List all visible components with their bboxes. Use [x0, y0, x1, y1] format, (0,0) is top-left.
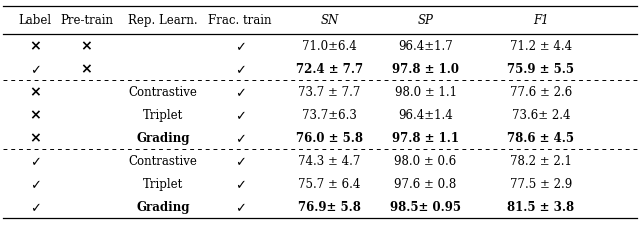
- Text: 78.6 ± 4.5: 78.6 ± 4.5: [508, 132, 574, 144]
- Text: Grading: Grading: [136, 200, 190, 213]
- Text: 76.9± 5.8: 76.9± 5.8: [298, 200, 361, 213]
- Text: 98.5± 0.95: 98.5± 0.95: [390, 200, 461, 213]
- Text: 73.7±6.3: 73.7±6.3: [302, 109, 357, 122]
- Text: $\boldsymbol{\times}$: $\boldsymbol{\times}$: [81, 62, 92, 76]
- Text: 78.2 ± 2.1: 78.2 ± 2.1: [510, 155, 572, 167]
- Text: $\checkmark$: $\checkmark$: [30, 177, 40, 190]
- Text: 71.2 ± 4.4: 71.2 ± 4.4: [509, 40, 572, 53]
- Text: SN: SN: [321, 14, 339, 27]
- Text: Label: Label: [19, 14, 52, 27]
- Text: $\checkmark$: $\checkmark$: [235, 132, 245, 144]
- Text: 71.0±6.4: 71.0±6.4: [302, 40, 357, 53]
- Text: Contrastive: Contrastive: [129, 86, 198, 99]
- Text: 73.7 ± 7.7: 73.7 ± 7.7: [298, 86, 361, 99]
- Text: 76.0 ± 5.8: 76.0 ± 5.8: [296, 132, 363, 144]
- Text: Frac. train: Frac. train: [208, 14, 272, 27]
- Text: 75.7 ± 6.4: 75.7 ± 6.4: [298, 177, 361, 190]
- Text: 97.6 ± 0.8: 97.6 ± 0.8: [394, 177, 457, 190]
- Text: Triplet: Triplet: [143, 109, 183, 122]
- Text: $\checkmark$: $\checkmark$: [30, 63, 40, 76]
- Text: $\boldsymbol{\times}$: $\boldsymbol{\times}$: [29, 85, 41, 99]
- Text: Triplet: Triplet: [143, 177, 183, 190]
- Text: SP: SP: [418, 14, 433, 27]
- Text: 75.9 ± 5.5: 75.9 ± 5.5: [508, 63, 574, 76]
- Text: $\checkmark$: $\checkmark$: [235, 86, 245, 99]
- Text: $\checkmark$: $\checkmark$: [235, 177, 245, 190]
- Text: 98.0 ± 1.1: 98.0 ± 1.1: [395, 86, 456, 99]
- Text: 97.8 ± 1.1: 97.8 ± 1.1: [392, 132, 459, 144]
- Text: $\checkmark$: $\checkmark$: [235, 40, 245, 53]
- Text: $\checkmark$: $\checkmark$: [235, 200, 245, 213]
- Text: 97.8 ± 1.0: 97.8 ± 1.0: [392, 63, 459, 76]
- Text: 74.3 ± 4.7: 74.3 ± 4.7: [298, 155, 361, 167]
- Text: 72.4 ± 7.7: 72.4 ± 7.7: [296, 63, 363, 76]
- Text: Rep. Learn.: Rep. Learn.: [129, 14, 198, 27]
- Text: 77.5 ± 2.9: 77.5 ± 2.9: [509, 177, 572, 190]
- Text: 96.4±1.7: 96.4±1.7: [398, 40, 453, 53]
- Text: $\checkmark$: $\checkmark$: [235, 155, 245, 167]
- Text: $\boldsymbol{\times}$: $\boldsymbol{\times}$: [29, 131, 41, 145]
- Text: $\checkmark$: $\checkmark$: [30, 155, 40, 167]
- Text: $\checkmark$: $\checkmark$: [235, 63, 245, 76]
- Text: 77.6 ± 2.6: 77.6 ± 2.6: [509, 86, 572, 99]
- Text: $\boldsymbol{\times}$: $\boldsymbol{\times}$: [29, 108, 41, 122]
- Text: $\boldsymbol{\times}$: $\boldsymbol{\times}$: [29, 39, 41, 53]
- Text: Pre-train: Pre-train: [60, 14, 113, 27]
- Text: 81.5 ± 3.8: 81.5 ± 3.8: [508, 200, 574, 213]
- Text: 98.0 ± 0.6: 98.0 ± 0.6: [394, 155, 457, 167]
- Text: $\checkmark$: $\checkmark$: [235, 109, 245, 122]
- Text: $\boldsymbol{\times}$: $\boldsymbol{\times}$: [81, 39, 92, 53]
- Text: Grading: Grading: [136, 132, 190, 144]
- Text: $\checkmark$: $\checkmark$: [30, 200, 40, 213]
- Text: Contrastive: Contrastive: [129, 155, 198, 167]
- Text: 96.4±1.4: 96.4±1.4: [398, 109, 453, 122]
- Text: F1: F1: [533, 14, 548, 27]
- Text: 73.6± 2.4: 73.6± 2.4: [511, 109, 570, 122]
